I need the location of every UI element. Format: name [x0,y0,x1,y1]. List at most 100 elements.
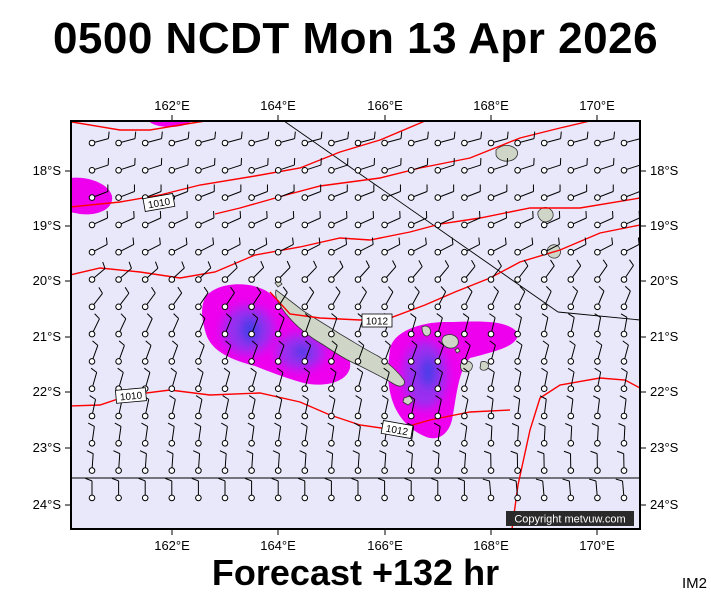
wind-barb-station [221,139,229,147]
wind-barb-station [274,276,282,283]
wind-barb-station [434,385,442,393]
wind-barb-station [274,139,282,147]
wind-barb-flag [365,260,370,268]
wind-barb-station [248,167,255,174]
wind-barb-flag [212,237,215,245]
wind-barb-flag [411,340,418,346]
wind-barb-flag [173,313,179,319]
wind-barb-station [168,248,176,256]
wind-barb-station [381,358,388,365]
wind-barb-flag [120,313,127,320]
wind-barb-flag [166,450,174,455]
wind-barb-station [274,248,282,256]
wind-barb-station [461,467,468,474]
wind-barb-flag [89,395,96,400]
wind-barb-flag [598,285,605,292]
wind-barb-station [620,194,628,201]
wind-barb-station [168,167,176,174]
wind-barb-station [221,467,229,474]
wind-barb-flag [194,422,202,427]
wind-barb-station [567,385,575,393]
wind-barb-station [195,467,202,474]
wind-barb-flag [171,340,178,346]
wind-barb-flag [275,395,283,400]
wind-barb-station [354,248,362,256]
wind-barb-station [354,330,362,338]
wind-barb-station [195,358,202,365]
wind-barb-station [407,139,415,147]
wind-barb-station [594,303,601,311]
wind-barb-flag [594,367,601,373]
wind-barb-station [195,221,202,229]
isobar-1012-north [71,197,640,279]
wind-barb-station [354,139,362,147]
wind-barb-station [567,276,575,283]
wind-barb-flag [436,313,443,319]
isobar-label-text: 1012 [366,317,389,328]
isobar-north-east [214,121,591,215]
wind-barb-flag [371,237,374,245]
wind-barb-station [168,358,176,365]
lon-labels-top: 162°E 164°E 166°E 168°E 170°E [154,98,615,113]
wind-barb-station [487,467,495,474]
wind-barb-flag [516,340,523,346]
wind-barb-flag [223,367,230,373]
wind-barb-station [88,440,96,447]
lat-label: 23°S [33,440,62,455]
wind-barb-flag [222,395,229,400]
wind-barb-flag [400,131,403,139]
lon-label: 166°E [367,98,403,113]
wind-barb-station [195,139,202,147]
lat-label: 18°S [33,163,62,178]
isobar-1010-upper [71,121,206,131]
wind-barb-station [594,385,601,393]
wind-barb-flag [352,450,360,455]
ouvea [421,325,431,337]
wind-barb-flag [509,478,517,482]
wind-barb-flag [613,131,616,139]
wind-barb-flag [94,313,100,320]
lat-label: 21°S [33,329,62,344]
wind-barb-station [407,494,415,502]
wind-barb-flag [550,259,555,267]
wind-barb-station [301,412,309,420]
lat-label: 22°S [650,384,679,399]
wind-barb-flag [324,477,332,482]
wind-barb-flag [98,287,103,294]
wind-barb-station [274,194,282,201]
wind-barb-flag [593,395,600,400]
wind-barb-flag [523,259,529,267]
wind-barb-flag [117,367,124,373]
wind-barb-flag [431,477,438,482]
wind-barb-flag [425,237,427,245]
wind-barb-flag [464,340,471,346]
wind-barb-flag [453,131,456,139]
wind-barb-flag [139,450,147,455]
wind-barb-station [301,494,309,502]
wind-barb-station [540,167,548,174]
isobar-label-text: 1010 [120,391,144,404]
lifou [441,334,459,349]
wind-barb-station [540,221,548,229]
wind-barb-station [88,358,96,365]
wind-barb-station [328,248,335,256]
wind-barb-station [354,194,362,201]
wind-barb-station [407,330,415,338]
wind-barb-station [487,385,495,393]
wind-barb-station [115,467,122,474]
wind-barb-flag [198,340,205,346]
wind-barb-flag [383,367,390,373]
wind-barb-flag [309,286,315,293]
wind-barb-station [115,139,122,147]
wind-barb-flag [414,286,420,293]
wind-barb-flag [537,450,545,455]
wind-barb-flag [379,450,386,455]
wind-barb-station [461,248,468,256]
lon-label: 170°E [579,98,615,113]
wind-barb-station [461,440,468,447]
wind-barb-flag [437,340,444,346]
wind-barb-flag [185,237,188,245]
wind-barb-flag [463,367,470,373]
wind-barb-flag [562,478,570,482]
wind-barb-flag [622,340,629,346]
